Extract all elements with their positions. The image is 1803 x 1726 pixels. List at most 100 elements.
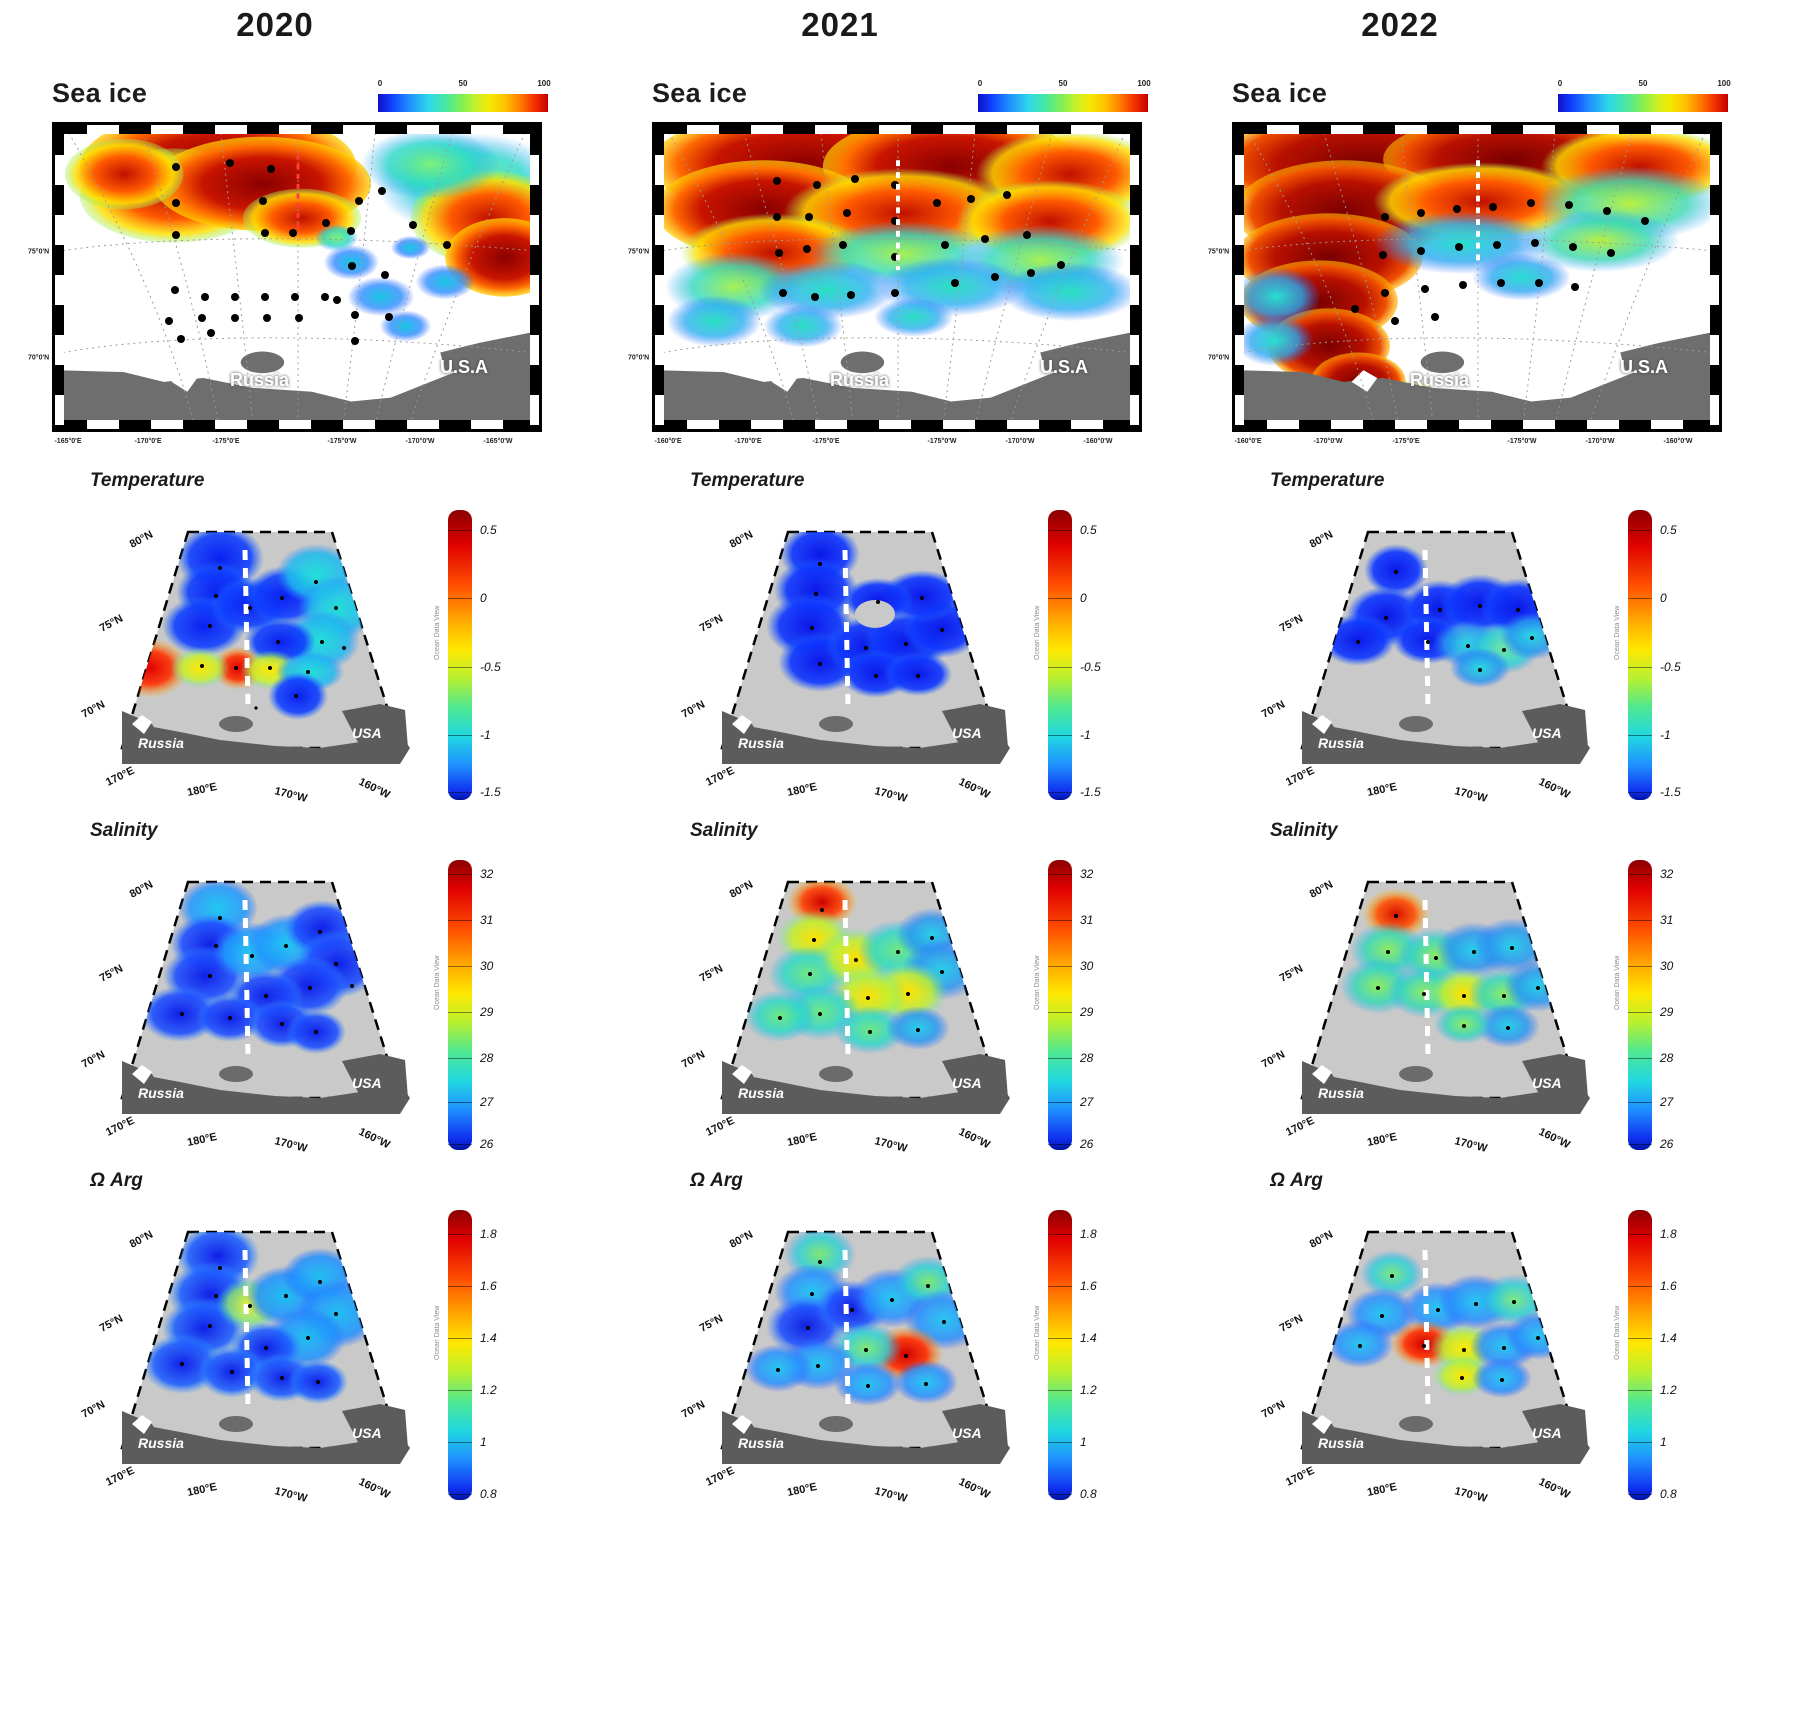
seaice-lon-label-2-2021: -175°0'E [812,438,840,445]
temperature-map-2021: 80°N 75°N 70°N 170°E 180°E 170°W 160°W R… [670,496,1030,821]
temperature-map-2020: 80°N 75°N 70°N 170°E 180°E 170°W 160°W R… [70,496,430,821]
temperature-land-russia-2021: Russia [738,735,784,751]
temperature-title: Temperature [90,470,205,491]
seaice-panel-2021: Sea ice 0 50 100 [628,70,1160,460]
temperature-lon-160W-2022: 160°W [1537,776,1573,802]
seaice-title-2021: Sea ice [652,78,748,108]
odv-credit-temperature: Ocean Data View [434,605,441,660]
salinity-panel-2021: Salinity [630,820,1170,1180]
salinity-lat-80-2021: 80°N [728,878,755,900]
temperature-tick-m0_5-2021: -0.5 [1080,660,1101,674]
omega-lon-160W-2021: 160°W [957,1476,993,1502]
omega-title: Ω Arg [90,1170,143,1191]
temperature-lat-80: 80°N [128,528,155,550]
salinity-tick-28-2021: 28 [1080,1051,1094,1065]
omega-lat-75-2022: 75°N [1278,1312,1305,1334]
omega-odv-svg-2021: 80°N 75°N 70°N 170°E 180°E 170°W 160°W R… [680,1228,1010,1505]
temperature-lon-160W-2021: 160°W [957,776,993,802]
temperature-colorbar-2021: 0.5 0 -0.5 -1 -1.5 Ocean Data View [1034,510,1158,810]
omega-tick-0_8-2022: 0.8 [1660,1487,1677,1501]
temperature-lat-70-2021: 70°N [680,698,707,720]
omega-colorbar-2021: 1.8 1.6 1.4 1.2 1 0.8 Ocean Data View [1034,1210,1158,1510]
omega-lon-170W-2022: 170°W [1453,1485,1489,1505]
omega-lat-80-2021: 80°N [728,1228,755,1250]
seaice-lon-label-0-2022: -160°0'E [1234,438,1262,445]
salinity-lon-180E: 180°E [186,1131,218,1149]
odv-credit-salinity-2021: Ocean Data View [1034,955,1041,1010]
seaice-lon-label-3: -175°0'W [327,438,357,445]
column-2022: Sea ice 0 50 100 [1180,60,1780,1720]
seaice-lat-label-75-2022: 75°0'N [1208,248,1230,256]
seaice-transect-line-2022 [1476,160,1480,263]
temperature-tick-0_5: 0.5 [480,523,497,537]
salinity-lon-170E-2021: 170°E [704,1115,736,1139]
seaice-lat-label-75-2021: 75°0'N [628,248,650,256]
omega-tick-1_8-2022: 1.8 [1660,1227,1677,1241]
salinity-lon-170W-2021: 170°W [873,1135,909,1155]
temperature-panel-2021: Temperature [630,470,1170,830]
seaice-lon-label-3-2022: -175°0'W [1507,438,1537,445]
seaice-title: Sea ice [52,78,148,108]
omega-tick-1_4: 1.4 [480,1331,497,1345]
salinity-lon-180E-2021: 180°E [786,1131,818,1149]
seaice-lon-label-5: -165°0'W [483,438,513,445]
seaice-raster-2022 [1235,125,1719,429]
salinity-tick-29: 29 [480,1005,494,1019]
seaice-lon-label-2: -175°0'E [212,438,240,445]
seaice-lon-label-4-2021: -170°0'W [1005,438,1035,445]
temperature-tick-0_5-2021: 0.5 [1080,523,1097,537]
omega-tick-1_4-2022: 1.4 [1660,1331,1677,1345]
temperature-tick-0-2022: 0 [1660,591,1667,605]
omega-lat-75-2021: 75°N [698,1312,725,1334]
omega-colorbar-gradient [448,1210,472,1500]
seaice-cbar-tick-100-2021: 100 [1137,79,1151,88]
omega-panel-2020: Ω Arg [30,1170,570,1530]
salinity-lon-170W-2022: 170°W [1453,1135,1489,1155]
salinity-lat-70-2021: 70°N [680,1048,707,1070]
temperature-lon-170W-2021: 170°W [873,785,909,805]
salinity-title-2022: Salinity [1270,820,1338,841]
salinity-panel-2022: Salinity [1210,820,1750,1180]
omega-lon-170W: 170°W [273,1485,309,1505]
omega-land-usa-2022: USA [1532,1425,1562,1441]
temperature-colorbar-2022: 0.5 0 -0.5 -1 -1.5 Ocean Data View [1614,510,1738,810]
temperature-colorbar-gradient [448,510,472,800]
temperature-tick-m0_5-2022: -0.5 [1660,660,1681,674]
seaice-transect-line-2020 [296,154,300,233]
temperature-odv-svg-2020: 80°N 75°N 70°N 170°E 180°E 170°W 160°W R… [80,528,410,805]
temperature-colorbar-gradient-2022 [1628,510,1652,800]
salinity-odv-svg-2021: 80°N 75°N 70°N 170°E 180°E 170°W 160°W R… [680,878,1010,1155]
seaice-cbar-tick-100-2022: 100 [1717,79,1731,88]
temperature-panel-2020: Temperature [30,470,570,830]
temperature-lat-75-2022: 75°N [1278,612,1305,634]
omega-lon-180E-2022: 180°E [1366,1481,1398,1499]
salinity-lat-80-2022: 80°N [1308,878,1335,900]
salinity-land-russia: Russia [138,1085,184,1101]
seaice-cbar-tick-50-2021: 50 [1058,79,1068,88]
seaice-panel-2020: Sea ice 0 50 100 [28,70,560,460]
salinity-tick-29-2021: 29 [1080,1005,1094,1019]
seaice-station-markers-2020 [55,125,539,429]
omega-colorbar-gradient-2021 [1048,1210,1072,1500]
temperature-tick-0: 0 [480,591,487,605]
salinity-colorbar-2020: 32 31 30 29 28 27 26 Ocean Data View [434,860,558,1160]
seaice-cbar-tick-100: 100 [537,79,551,88]
omega-tick-1_2-2021: 1.2 [1080,1383,1097,1397]
temperature-lon-160W: 160°W [357,776,393,802]
temperature-land-usa: USA [352,725,382,741]
salinity-colorbar-2022: 32 31 30 29 28 27 26 Ocean Data View [1614,860,1738,1160]
salinity-land-russia-2022: Russia [1318,1085,1364,1101]
year-heading-row: 2020 2021 2022 [0,6,1803,52]
omega-tick-1_6-2021: 1.6 [1080,1279,1097,1293]
omega-land-russia-2021: Russia [738,1435,784,1451]
temperature-tick-0-2021: 0 [1080,591,1087,605]
omega-odv-svg-2020: 80°N 75°N 70°N 170°E 180°E 170°W 160°W R… [80,1228,410,1505]
omega-tick-0_8: 0.8 [480,1487,497,1501]
temperature-lat-75: 75°N [98,612,125,634]
omega-lon-160W-2022: 160°W [1537,1476,1573,1502]
omega-map-2020: 80°N 75°N 70°N 170°E 180°E 170°W 160°W R… [70,1196,430,1521]
salinity-odv-svg-2020: 80°N 75°N 70°N 170°E 180°E 170°W 160°W R… [80,878,410,1155]
salinity-lat-70: 70°N [80,1048,107,1070]
seaice-station-markers-2021 [655,125,1139,429]
salinity-lat-75-2021: 75°N [698,962,725,984]
